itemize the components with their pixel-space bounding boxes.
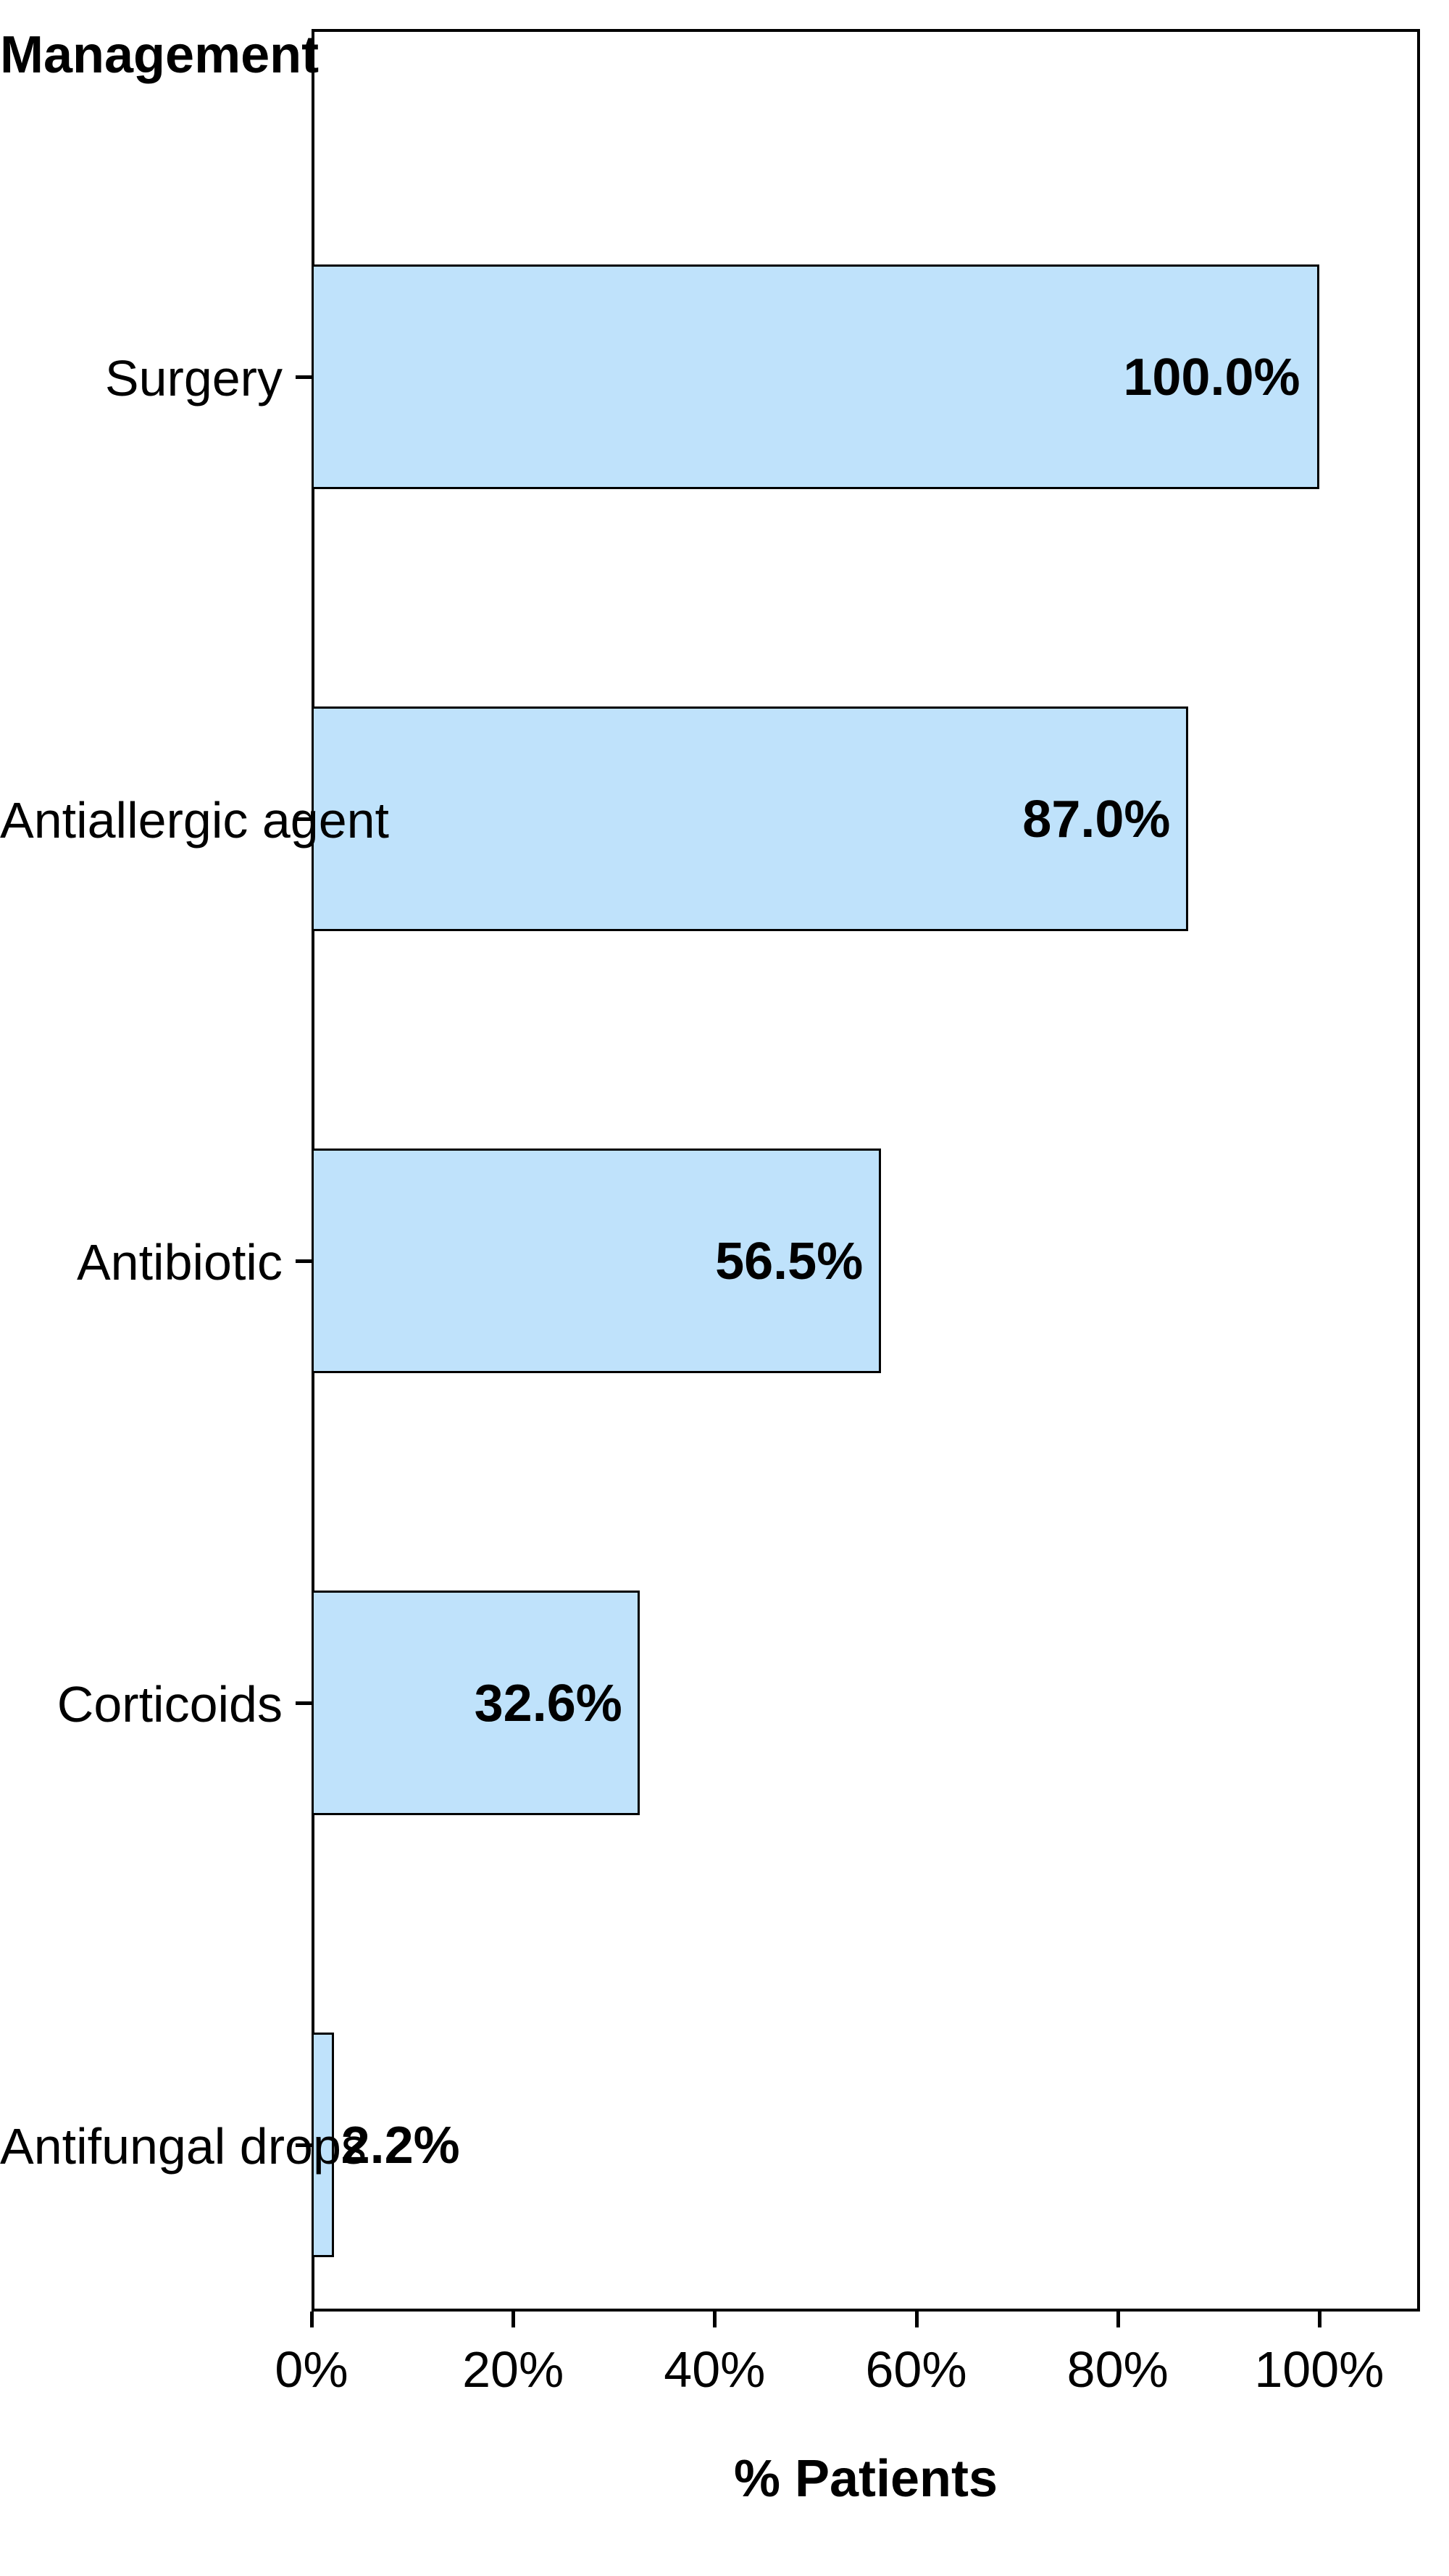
y-tick-mark: [296, 2143, 312, 2147]
x-tick-mark: [1116, 2312, 1120, 2327]
bar-value-label: 32.6%: [475, 1674, 622, 1733]
y-tick-mark: [296, 817, 312, 821]
x-tick-label: 80%: [1038, 2341, 1198, 2398]
y-tick-mark: [296, 1259, 312, 1263]
x-tick-label: 0%: [232, 2341, 391, 2398]
bar-value-label: 100.0%: [1123, 348, 1300, 407]
y-tick-mark: [296, 1701, 312, 1705]
bar-value-label: 87.0%: [1022, 790, 1170, 849]
y-category-label: Surgery: [0, 349, 283, 407]
y-category-label: Antibiotic: [0, 1233, 283, 1291]
y-category-label: Antifungal drops: [0, 2117, 283, 2175]
y-tick-mark: [296, 375, 312, 379]
x-tick-mark: [915, 2312, 919, 2327]
y-category-label: Antiallergic agent: [0, 791, 283, 849]
y-axis-title: Management: [0, 25, 304, 85]
x-tick-label: 40%: [635, 2341, 794, 2398]
management-chart: Management % Patients 100.0% 87.0% 56.5% 32…: [0, 0, 1449, 2576]
bar-value-label: 56.5%: [715, 1232, 863, 1291]
x-tick-mark: [511, 2312, 515, 2327]
x-tick-label: 20%: [433, 2341, 593, 2398]
x-tick-mark: [310, 2312, 314, 2327]
x-tick-mark: [1318, 2312, 1321, 2327]
x-tick-mark: [713, 2312, 717, 2327]
x-tick-label: 100%: [1240, 2341, 1399, 2398]
y-category-label: Corticoids: [0, 1675, 283, 1733]
x-tick-label: 60%: [837, 2341, 996, 2398]
x-axis-title: % Patients: [312, 2449, 1420, 2509]
